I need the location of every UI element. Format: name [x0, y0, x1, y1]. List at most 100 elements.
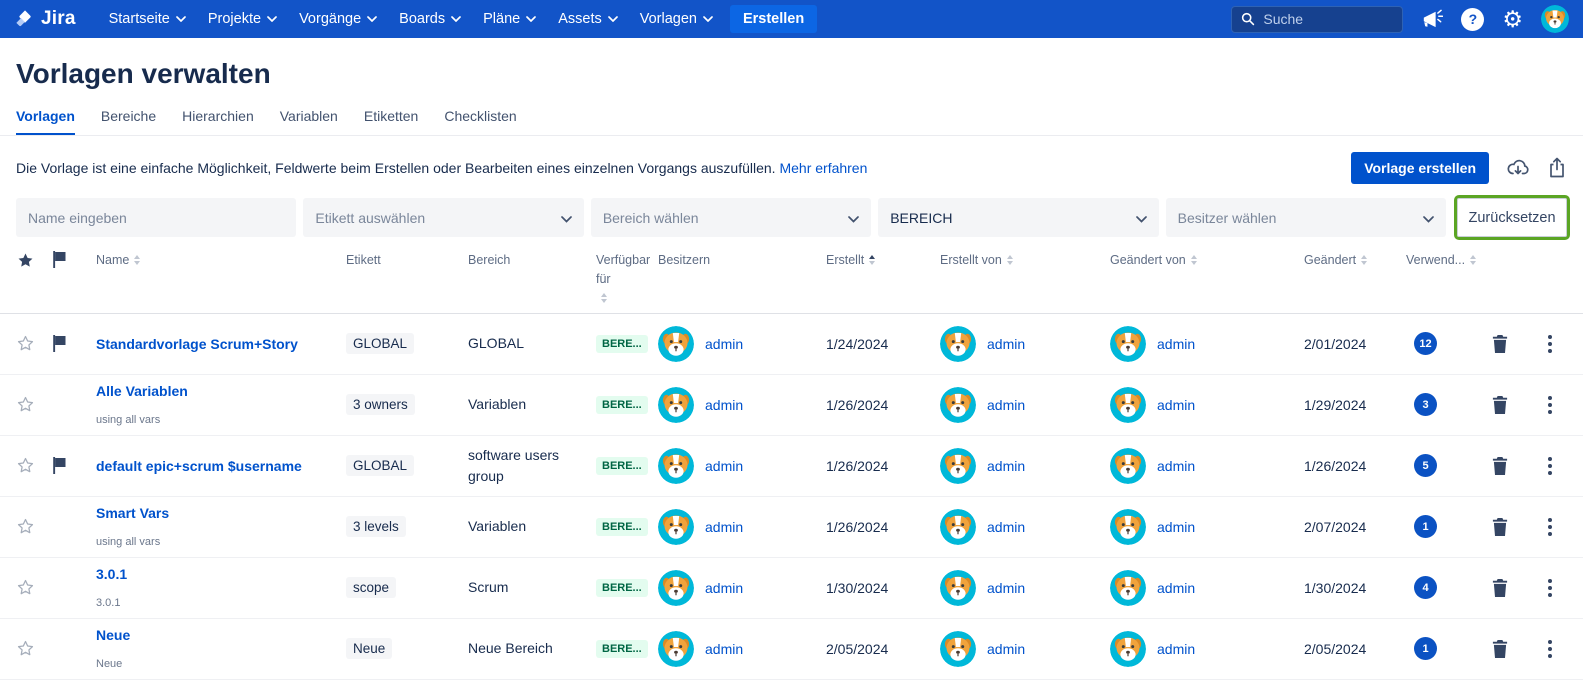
owner-cell-link[interactable]: admin [705, 396, 744, 413]
global-search[interactable] [1231, 5, 1404, 33]
modified-by-cell-link[interactable]: admin [1157, 457, 1196, 474]
more-actions-kebab-icon[interactable] [1533, 575, 1567, 601]
user-avatar[interactable] [1541, 5, 1569, 33]
favorite-star-icon[interactable] [16, 395, 52, 414]
created-by-cell-link[interactable]: admin [987, 579, 1026, 596]
created-by-cell-link[interactable]: admin [987, 640, 1026, 657]
delete-trash-icon[interactable] [1491, 395, 1533, 415]
nav-item-label: Vorgänge [299, 11, 362, 27]
created-by-cell-link[interactable]: admin [987, 335, 1026, 352]
modified-by-cell-link[interactable]: admin [1157, 579, 1196, 596]
column-header-verfuegbar[interactable]: Verfügbar für [596, 251, 658, 303]
favorite-star-icon[interactable] [16, 334, 52, 353]
owner-cell-link[interactable]: admin [705, 457, 744, 474]
top-navbar: Jira Startseite Projekte Vorgänge Boards Plä… [0, 0, 1583, 38]
owner-cell-link[interactable]: admin [705, 518, 744, 535]
template-name-link[interactable]: Alle Variablen [96, 383, 188, 399]
nav-item-startseite[interactable]: Startseite [98, 5, 197, 33]
tab-checklisten[interactable]: Checklisten [444, 108, 517, 124]
table-row: Neue Neue Neue Neue Bereich BERE... admin 2/0… [0, 619, 1583, 680]
tab-variablen[interactable]: Variablen [279, 108, 338, 124]
favorite-star-icon[interactable] [16, 578, 52, 597]
favorite-star-icon[interactable] [16, 639, 52, 658]
label-cell: scope [346, 577, 468, 598]
nav-item-assets[interactable]: Assets [547, 5, 629, 33]
created-by-cell-link[interactable]: admin [987, 457, 1026, 474]
tab-etiketten[interactable]: Etiketten [363, 108, 419, 124]
learn-more-link[interactable]: Mehr erfahren [779, 160, 868, 176]
more-actions-kebab-icon[interactable] [1533, 392, 1567, 418]
modified-by-cell-link[interactable]: admin [1157, 640, 1196, 657]
column-header-erstellt[interactable]: Erstellt [826, 251, 940, 270]
reset-filters-button[interactable]: Zurücksetzen [1454, 195, 1571, 240]
favorite-star-icon[interactable] [16, 517, 52, 536]
column-header-geaendert[interactable]: Geändert [1304, 251, 1406, 270]
create-template-button[interactable]: Vorlage erstellen [1351, 152, 1489, 184]
global-create-button[interactable]: Erstellen [729, 5, 818, 33]
modified-by-cell-link[interactable]: admin [1157, 518, 1196, 535]
nav-item-projekte[interactable]: Projekte [197, 5, 288, 33]
nav-item-vorgaenge[interactable]: Vorgänge [288, 5, 388, 33]
column-header-verwendungen[interactable]: Verwend... [1406, 251, 1491, 270]
flag-icon[interactable] [52, 335, 96, 352]
flag-column-header-icon[interactable] [52, 251, 96, 268]
created-date: 1/30/2024 [826, 579, 889, 596]
more-actions-kebab-icon[interactable] [1533, 453, 1567, 479]
favorite-star-icon[interactable] [16, 456, 52, 475]
owner-cell: admin [658, 569, 826, 606]
column-header-erstellt_von[interactable]: Erstellt von [940, 251, 1110, 270]
delete-trash-icon[interactable] [1491, 334, 1533, 354]
nav-item-boards[interactable]: Boards [388, 5, 472, 33]
nav-item-label: Pläne [483, 11, 521, 27]
created-by-cell-link[interactable]: admin [987, 396, 1026, 413]
search-input[interactable] [1263, 11, 1394, 27]
table-row: Smart Vars using all vars 3 levels Variable… [0, 497, 1583, 558]
label-filter-select[interactable]: Etikett auswählen [303, 198, 584, 237]
delete-trash-icon[interactable] [1491, 639, 1533, 659]
nav-item-label: Assets [558, 11, 602, 27]
name-filter-input[interactable] [28, 209, 285, 226]
owner-cell-link[interactable]: admin [705, 579, 744, 596]
nav-item-vorlagen[interactable]: Vorlagen [629, 5, 724, 33]
help-icon[interactable]: ? [1461, 7, 1485, 31]
column-header-name[interactable]: Name [96, 251, 346, 270]
name-filter-field[interactable] [16, 198, 297, 237]
owner-filter-select[interactable]: Besitzer wählen [1165, 198, 1447, 237]
template-name-link[interactable]: Neue [96, 627, 131, 643]
tab-bereiche[interactable]: Bereiche [100, 108, 157, 124]
user-avatar [940, 386, 976, 423]
owner-cell: admin [658, 325, 826, 362]
owner-cell-link[interactable]: admin [705, 335, 744, 352]
modified-by-cell-link[interactable]: admin [1157, 335, 1196, 352]
delete-trash-icon[interactable] [1491, 578, 1533, 598]
nav-item-plaene[interactable]: Pläne [472, 5, 547, 33]
area-filter-select[interactable]: Bereich wählen [590, 198, 872, 237]
template-name-link[interactable]: Standardvorlage Scrum+Story [96, 335, 298, 352]
more-actions-kebab-icon[interactable] [1533, 514, 1567, 540]
tab-hierarchien[interactable]: Hierarchien [182, 108, 254, 124]
delete-trash-icon[interactable] [1491, 517, 1533, 537]
label-cell: Neue [346, 638, 468, 659]
export-share-icon[interactable] [1547, 157, 1567, 179]
more-actions-kebab-icon[interactable] [1533, 636, 1567, 662]
created-by-cell-link[interactable]: admin [987, 518, 1026, 535]
jira-home-link[interactable]: Jira [14, 8, 76, 30]
column-header-label: Bereich [468, 253, 511, 267]
table-row: 3.0.1 3.0.1 scope Scrum BERE... admin 1/30/20… [0, 558, 1583, 619]
template-name-link[interactable]: 3.0.1 [96, 566, 128, 582]
template-name-link[interactable]: default epic+scrum $username [96, 457, 302, 474]
flag-icon[interactable] [52, 457, 96, 474]
star-column-header-icon[interactable] [16, 251, 52, 275]
announcements-icon[interactable] [1421, 9, 1444, 29]
import-cloud-icon[interactable] [1506, 157, 1530, 179]
more-actions-kebab-icon[interactable] [1533, 331, 1567, 357]
settings-gear-icon[interactable]: ⚙ [1502, 5, 1523, 32]
tab-vorlagen[interactable]: Vorlagen [16, 108, 75, 135]
template-name-link[interactable]: Smart Vars [96, 505, 170, 521]
created-date: 1/26/2024 [826, 518, 889, 535]
owner-cell-link[interactable]: admin [705, 640, 744, 657]
delete-trash-icon[interactable] [1491, 456, 1533, 476]
column-header-geaendert_von[interactable]: Geändert von [1110, 251, 1304, 270]
scope-filter-select[interactable]: BEREICH [878, 198, 1159, 237]
modified-by-cell-link[interactable]: admin [1157, 396, 1196, 413]
